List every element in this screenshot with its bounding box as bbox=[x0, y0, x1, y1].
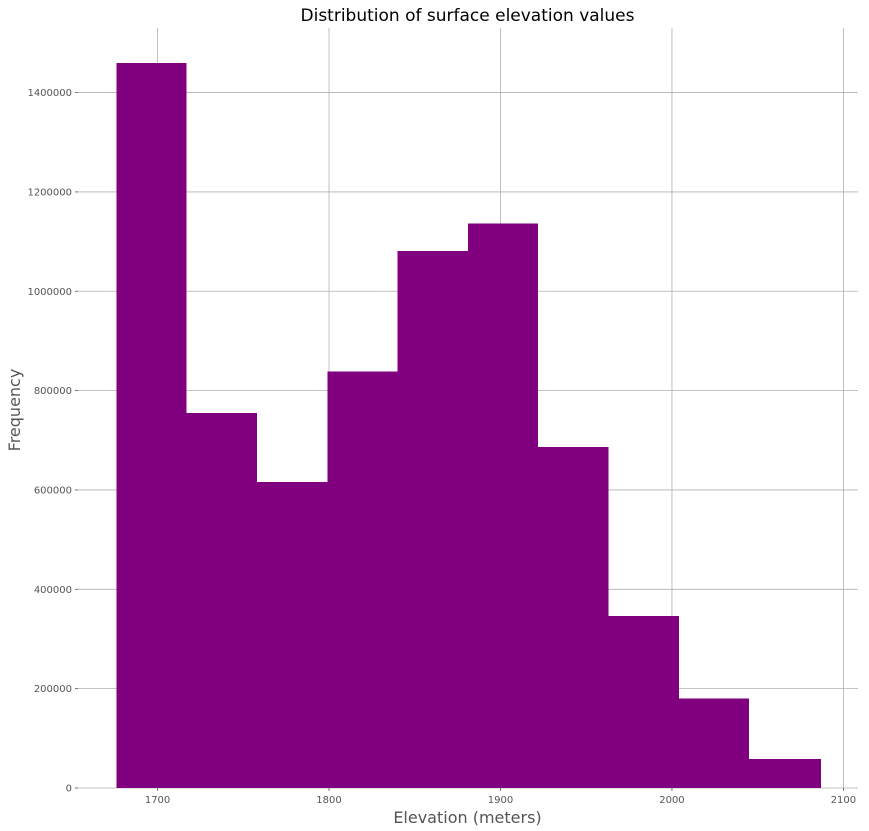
x-axis-label: Elevation (meters) bbox=[393, 808, 541, 827]
histogram-bar bbox=[678, 698, 750, 788]
y-tick-label: 0 bbox=[66, 784, 72, 795]
histogram-bar bbox=[538, 447, 609, 788]
x-tick-label: 1800 bbox=[316, 795, 341, 806]
histogram-bar bbox=[397, 251, 468, 788]
histogram-bar bbox=[327, 371, 398, 788]
x-axis-ticks: 1700 1800 1900 2000 2100 bbox=[145, 788, 856, 806]
histogram-bar bbox=[467, 223, 539, 789]
x-tick-label: 2100 bbox=[831, 795, 856, 806]
histogram-bar bbox=[116, 62, 187, 788]
y-tick-label: 600000 bbox=[34, 485, 72, 496]
y-tick-label: 400000 bbox=[34, 585, 72, 596]
histogram-bar bbox=[749, 759, 822, 788]
histogram-bar bbox=[257, 482, 328, 788]
y-tick-label: 1400000 bbox=[27, 88, 72, 99]
x-tick-label: 2000 bbox=[659, 795, 684, 806]
y-tick-label: 800000 bbox=[34, 386, 72, 397]
histogram-bar bbox=[608, 616, 679, 788]
y-tick-label: 200000 bbox=[34, 684, 72, 695]
x-tick-label: 1700 bbox=[145, 795, 170, 806]
y-axis-label: Frequency bbox=[5, 369, 24, 452]
y-axis-ticks: 0 200000 400000 600000 800000 1000000 1200000 1… bbox=[27, 88, 78, 795]
x-tick-label: 1900 bbox=[488, 795, 513, 806]
y-tick-label: 1000000 bbox=[27, 287, 72, 298]
histogram-bar bbox=[186, 412, 258, 788]
histogram-bars bbox=[116, 62, 822, 789]
chart-title: Distribution of surface elevation values bbox=[301, 6, 635, 26]
y-tick-label: 1200000 bbox=[27, 187, 72, 198]
